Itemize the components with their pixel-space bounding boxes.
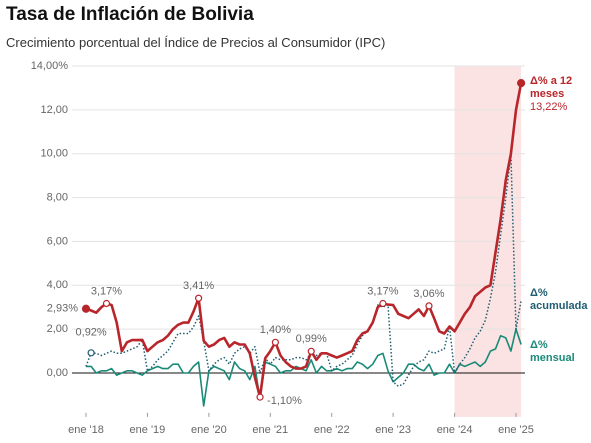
data-label: 2,93% [47, 303, 78, 315]
x-tick-label: ene '24 [437, 424, 473, 436]
point-marker [81, 304, 91, 313]
data-label: 3,17% [91, 285, 122, 297]
point-marker [517, 79, 526, 88]
chart-title: Tasa de Inflación de Bolivia [6, 4, 254, 25]
point-marker [379, 299, 387, 308]
x-tick-label: ene '18 [68, 424, 104, 436]
data-label: 1,40% [260, 324, 291, 336]
point-marker [87, 349, 95, 357]
x-tick-label: ene '21 [252, 424, 288, 436]
point-marker [271, 338, 280, 346]
y-tick-label: 0,00 [47, 367, 68, 379]
point-marker [102, 299, 111, 308]
x-tick-label: ene '22 [314, 424, 350, 436]
series-label: Δ% a 12 meses [530, 75, 573, 101]
data-label: 3,06% [413, 288, 444, 300]
series-label: Δ% mensual [530, 339, 575, 365]
x-tick-label: ene '23 [375, 424, 411, 436]
x-tick-label: ene '25 [498, 424, 534, 436]
data-label: 0,99% [296, 333, 327, 345]
point-marker [195, 294, 203, 302]
y-tick-label: 4,00 [47, 279, 68, 291]
point-marker [425, 302, 433, 310]
y-tick-label: 8,00 [47, 191, 68, 203]
data-label: 3,17% [367, 285, 398, 297]
y-tick-label: 12,00 [40, 104, 68, 116]
y-tick-label: 6,00 [47, 235, 68, 247]
series-label: Δ% acumulada [530, 286, 588, 312]
x-tick-label: ene '20 [191, 424, 227, 436]
end-value-label: 13,22% [530, 101, 568, 114]
data-label: -1,10% [267, 395, 302, 407]
x-tick-label: ene '19 [130, 424, 166, 436]
point-marker [307, 347, 315, 355]
y-tick-label: 2,00 [47, 323, 68, 335]
data-label: 3,41% [183, 280, 214, 292]
series-line [86, 328, 522, 407]
y-tick-label: 10,00 [40, 148, 68, 160]
data-label: 0,92% [76, 327, 107, 339]
series-line [85, 82, 523, 399]
point-marker [256, 393, 264, 401]
y-tick-label: 14,00% [31, 60, 69, 72]
series-line [85, 153, 522, 387]
chart-subtitle: Crecimiento porcentual del Índice de Pre… [6, 35, 386, 50]
